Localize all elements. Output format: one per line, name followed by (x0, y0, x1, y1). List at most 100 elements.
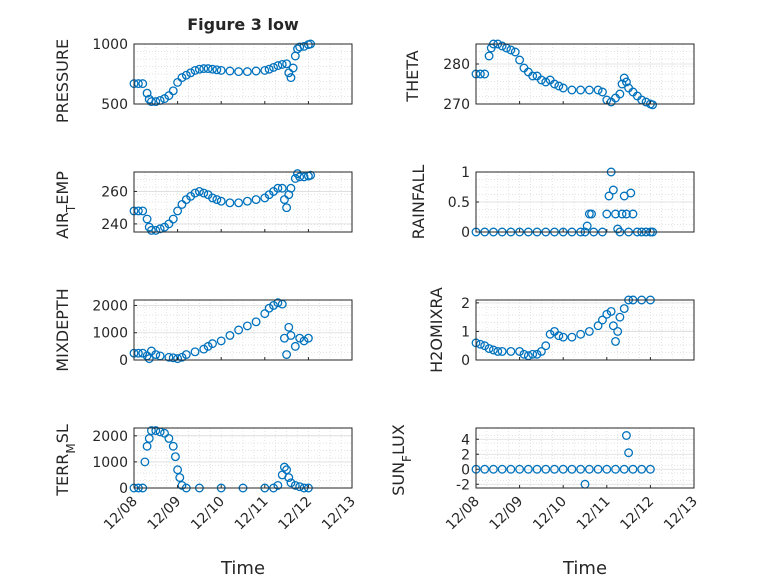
data-point (597, 87, 607, 97)
data-point (212, 195, 222, 205)
data-point (488, 464, 498, 474)
data-point (138, 206, 148, 216)
data-point (242, 67, 252, 77)
ylabel-air-temp: AIRTEMP (53, 171, 78, 239)
data-point (264, 64, 274, 74)
data-point (168, 86, 178, 96)
data-point (621, 431, 631, 440)
xlabel-left: Time (220, 558, 265, 579)
data-point (225, 198, 235, 208)
ylabel-pressure: PRESSURE (53, 39, 72, 123)
data-point (168, 441, 178, 451)
axes-frame (133, 427, 353, 489)
data-point (515, 346, 525, 356)
data-point (164, 91, 174, 101)
data-point (628, 464, 638, 474)
data-point (216, 65, 226, 75)
data-point (175, 473, 185, 483)
data-point (216, 336, 226, 346)
data-point (576, 329, 586, 339)
data-point (602, 309, 612, 319)
data-point (515, 55, 525, 65)
plot-terr-msl: 0 1000 2000 12/08 12/09 12/10 12/11 12/12 12/13 (92, 426, 359, 534)
data-point (273, 61, 283, 71)
x-tick-label: 12/13 (661, 494, 701, 534)
data-point (637, 464, 647, 474)
axes-rainfall: RAINFALL (409, 165, 428, 240)
data-point (286, 331, 296, 340)
y-tick-label: 0 (119, 353, 128, 369)
data-point (290, 480, 300, 490)
data-point (190, 188, 200, 198)
data-point (497, 346, 507, 356)
data-point (597, 315, 607, 325)
data-point (541, 341, 551, 351)
data-point (282, 465, 292, 475)
data-point (611, 209, 620, 219)
data-point (604, 191, 614, 201)
data-point (133, 79, 143, 89)
y-tick-label: 0 (119, 481, 128, 497)
data-point (613, 326, 623, 336)
plot-air-temp: 240 260 (101, 169, 353, 235)
data-point (619, 464, 629, 474)
data-point (133, 348, 143, 358)
data-point (617, 209, 627, 219)
data-point (151, 97, 161, 107)
data-point (190, 347, 200, 357)
data-point (528, 349, 538, 359)
axes-frame (133, 299, 353, 361)
data-point (608, 185, 618, 195)
x-tick-label: 12/09 (487, 494, 527, 534)
data-point (199, 344, 209, 354)
data-point (140, 457, 150, 467)
x-tick-label: 12/10 (188, 494, 228, 534)
data-point (264, 303, 274, 313)
data-point (208, 64, 217, 74)
data-point (138, 79, 148, 89)
data-point (173, 465, 183, 475)
data-point (212, 65, 222, 75)
data-point (234, 325, 244, 335)
data-point (290, 174, 300, 183)
data-point (186, 68, 196, 78)
x-tick-label: 12/08 (443, 494, 483, 534)
axes-frame (475, 299, 695, 361)
data-point (177, 73, 187, 83)
data-point (168, 353, 178, 363)
figure-title: Figure 3 low (187, 15, 299, 34)
data-point (208, 339, 217, 349)
data-point (602, 209, 612, 219)
data-point (550, 464, 559, 474)
axes-pressure: PRESSURE (53, 39, 72, 123)
data-point (619, 304, 629, 314)
data-point (582, 221, 592, 231)
data-point (164, 219, 174, 229)
y-tick-label: 2000 (92, 429, 128, 445)
data-point (606, 306, 616, 316)
data-point (510, 47, 520, 57)
data-point (554, 331, 564, 341)
x-tick-label: 12/08 (101, 494, 141, 534)
y-tick-label: 0.5 (448, 195, 470, 211)
data-point (621, 77, 631, 87)
plot-rainfall: 00.51 (448, 165, 695, 241)
data-point (488, 345, 498, 355)
data-point (273, 480, 283, 490)
ylabel-h2omixra: H2OMIXRA (427, 287, 446, 373)
x-tick-label: 12/12 (617, 494, 657, 534)
data-point (558, 464, 568, 474)
data-point (299, 336, 309, 346)
data-point (615, 312, 625, 322)
data-point (584, 326, 594, 336)
x-tick-label: 12/09 (145, 494, 185, 534)
y-tick-label: 1 (461, 165, 470, 181)
data-point (242, 196, 252, 206)
y-tick-label: 500 (101, 97, 128, 113)
data-point (497, 41, 507, 51)
y-tick-label: 1000 (92, 326, 128, 342)
data-point (475, 339, 485, 349)
y-tick-label: 0 (461, 225, 470, 241)
data-point (277, 183, 287, 193)
